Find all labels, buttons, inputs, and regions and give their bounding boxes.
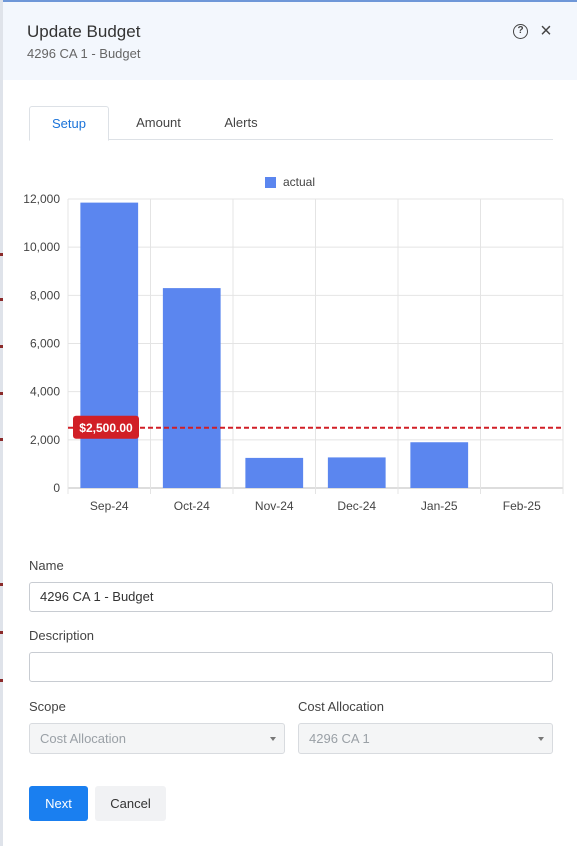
update-budget-dialog: Update Budget 4296 CA 1 - Budget ? × Set… <box>3 0 577 846</box>
tab-bar: Setup Amount Alerts <box>29 106 553 141</box>
cancel-button[interactable]: Cancel <box>95 786 166 821</box>
threshold-label: $2,500.00 <box>79 421 133 435</box>
legend-label: actual <box>283 175 315 189</box>
background-mark <box>0 438 4 441</box>
x-tick-label: Oct-24 <box>174 499 210 513</box>
bar-dec-24[interactable] <box>327 457 386 488</box>
chevron-down-icon <box>538 737 544 741</box>
background-mark <box>0 392 4 395</box>
dialog-subtitle: 4296 CA 1 - Budget <box>27 46 141 61</box>
tab-amount[interactable]: Amount <box>136 115 181 130</box>
bar-sep-24[interactable] <box>80 202 139 489</box>
tab-setup[interactable]: Setup <box>29 106 109 141</box>
y-tick-label: 6,000 <box>30 337 60 351</box>
chevron-down-icon <box>270 737 276 741</box>
scope-select-value: Cost Allocation <box>40 731 126 746</box>
bar-nov-24[interactable] <box>245 457 304 488</box>
y-tick-label: 4,000 <box>30 385 60 399</box>
background-mark <box>0 345 4 348</box>
cost-allocation-label: Cost Allocation <box>298 699 384 714</box>
description-field[interactable] <box>29 652 553 682</box>
tab-alerts[interactable]: Alerts <box>224 115 258 130</box>
scope-label: Scope <box>29 699 66 714</box>
background-mark <box>0 631 4 634</box>
dialog-header: Update Budget 4296 CA 1 - Budget ? × <box>3 2 577 80</box>
x-tick-label: Dec-24 <box>337 499 376 513</box>
name-label: Name <box>29 558 64 573</box>
close-icon[interactable]: × <box>540 20 552 42</box>
bar-jan-25[interactable] <box>410 442 469 488</box>
background-mark <box>0 253 4 256</box>
legend-swatch <box>265 177 276 188</box>
background-mark <box>0 298 4 301</box>
cost-allocation-select-value: 4296 CA 1 <box>309 731 370 746</box>
y-tick-label: 10,000 <box>23 240 60 254</box>
threshold-badge <box>73 415 139 439</box>
bar-oct-24[interactable] <box>162 288 221 488</box>
background-page-edge <box>0 0 3 846</box>
y-tick-label: 12,000 <box>23 192 60 206</box>
actual-spend-bar-chart: 0 2,000 4,000 6,000 8,000 10,000 12,000 Sep-24 O… <box>23 175 564 513</box>
x-tick-label: Nov-24 <box>255 499 294 513</box>
name-field[interactable]: 4296 CA 1 - Budget <box>29 582 553 612</box>
cost-allocation-select[interactable]: 4296 CA 1 <box>298 723 553 754</box>
next-button[interactable]: Next <box>29 786 88 821</box>
x-tick-label: Sep-24 <box>90 499 129 513</box>
background-mark <box>0 679 4 682</box>
dialog-title: Update Budget <box>27 22 141 41</box>
y-tick-label: 8,000 <box>30 288 60 302</box>
background-mark <box>0 583 4 586</box>
help-circle-icon[interactable]: ? <box>513 24 528 39</box>
y-tick-label: 0 <box>53 481 60 495</box>
description-label: Description <box>29 628 95 643</box>
scope-select[interactable]: Cost Allocation <box>29 723 285 754</box>
x-tick-label: Jan-25 <box>421 499 458 513</box>
x-tick-label: Feb-25 <box>503 499 541 513</box>
y-tick-label: 2,000 <box>30 433 60 447</box>
